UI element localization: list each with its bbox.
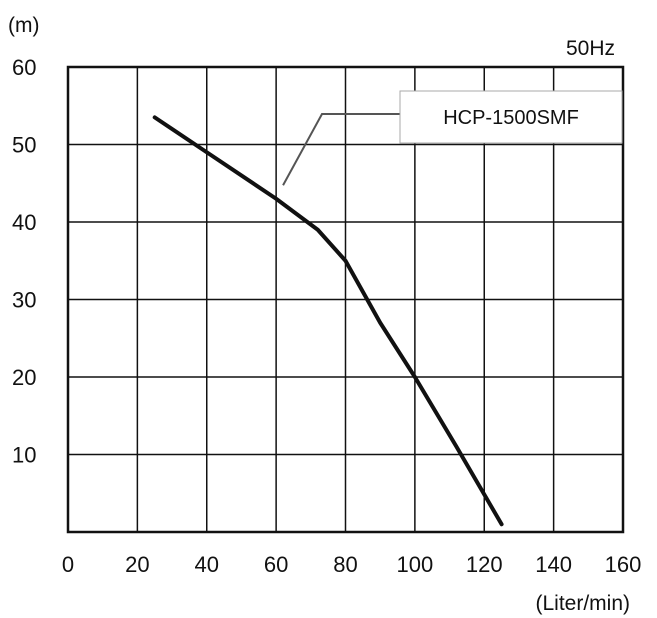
x-axis-unit-label: (Liter/min) [535,592,630,615]
y-tick-label: 40 [12,210,36,235]
series-layer [152,115,504,527]
x-tick-label: 40 [195,552,219,577]
x-tick-label: 80 [333,552,357,577]
x-tick-label: 60 [264,552,288,577]
legend-leader-line [282,113,400,186]
y-tick-label: 60 [12,55,36,80]
plot-frame [66,65,625,534]
y-tick-labels: 10 20 30 40 50 60 [12,55,36,468]
x-tick-labels: 0 20 40 60 80 100 120 140 160 [62,552,641,577]
y-tick-label: 30 [12,288,36,313]
x-tick-label: 0 [62,552,74,577]
y-tick-label: 50 [12,133,36,158]
y-axis-unit-label: (m) [8,14,39,37]
legend-series-name: HCP-1500SMF [443,107,579,129]
legend-box [399,90,623,144]
frequency-label: 50Hz [566,37,615,60]
x-tick-label: 100 [397,552,434,577]
x-tick-label: 140 [535,552,572,577]
series-line [152,115,504,527]
x-tick-label: 20 [125,552,149,577]
y-tick-label: 20 [12,365,36,390]
x-tick-label: 160 [605,552,642,577]
x-tick-label: 120 [466,552,503,577]
grid [68,67,623,532]
series-legend-callout: HCP-1500SMF [282,90,623,186]
y-tick-label: 10 [12,443,36,468]
